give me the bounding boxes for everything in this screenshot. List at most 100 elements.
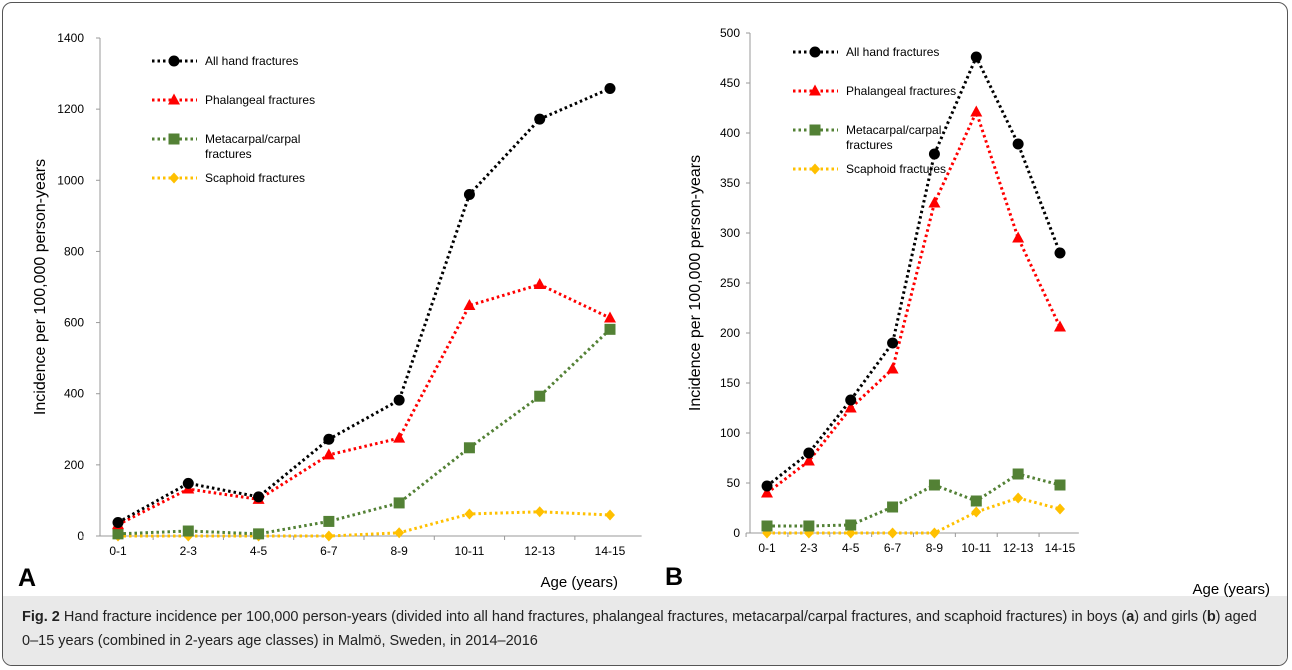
data-point-circle-a xyxy=(323,433,335,445)
x-tick-label-b: 14-15 xyxy=(1045,541,1076,555)
legend-label-line-a: Metacarpal/carpal xyxy=(205,132,300,146)
caption-text-2: ) and girls ( xyxy=(1134,609,1207,625)
data-point-triangle-a xyxy=(322,448,335,460)
y-tick-label-b: 250 xyxy=(720,276,740,290)
legend-marker-triangle-b xyxy=(809,84,821,96)
legend-label-circle-a: All hand fractures xyxy=(205,54,298,68)
legend-label-line-a: fractures xyxy=(205,147,252,161)
legend-label-square-b: Metacarpal/carpal fractures xyxy=(846,123,941,152)
data-point-triangle-b xyxy=(928,196,941,208)
data-point-circle-b xyxy=(761,480,773,492)
legend-marker-square-a xyxy=(168,133,180,145)
legend-marker-circle-a xyxy=(168,55,180,67)
series-line-triangle-a xyxy=(117,282,611,526)
figure-caption: Fig. 2 Hand fracture incidence per 100,0… xyxy=(22,605,1272,653)
data-point-triangle-b xyxy=(761,486,773,498)
y-tick-label-a: 800 xyxy=(64,244,84,258)
data-point-square-b xyxy=(1054,479,1066,491)
y-tick-label-b: 50 xyxy=(727,476,741,490)
y-tick-label-b: 0 xyxy=(733,526,740,540)
legend-label-line-b: fractures xyxy=(846,138,893,152)
x-tick-label-b: 6-7 xyxy=(884,541,902,555)
legend-label-circle-b: All hand fractures xyxy=(846,45,939,59)
data-point-diamond-b xyxy=(929,527,940,539)
data-point-square-a xyxy=(323,515,335,527)
x-tick-label-a: 6-7 xyxy=(320,544,338,558)
legend-label-triangle-a: Phalangeal fractures xyxy=(205,93,315,107)
x-axis-label-a: Age (years) xyxy=(540,574,618,591)
y-tick-label-a: 1000 xyxy=(57,173,84,187)
y-axis-label-b: Incidence per 100,000 person-years xyxy=(687,155,704,411)
data-point-circle-b xyxy=(845,394,857,406)
data-point-diamond-a xyxy=(394,527,405,539)
data-point-circle-a xyxy=(393,394,405,406)
panel-label-b: B xyxy=(665,563,683,591)
panel-label-a: A xyxy=(18,564,36,592)
y-tick-label-b: 350 xyxy=(720,176,740,190)
legend-label-square-a: Metacarpal/carpal fractures xyxy=(205,132,300,161)
y-tick-label-a: 400 xyxy=(64,387,84,401)
legend-marker-circle-b xyxy=(809,46,821,58)
legend-marker-diamond-b xyxy=(810,163,820,175)
x-tick-label-a: 14-15 xyxy=(595,544,626,558)
legend-marker-triangle-a xyxy=(168,93,180,105)
y-tick-label-a: 1400 xyxy=(57,31,84,45)
data-point-square-a xyxy=(534,390,546,402)
caption-panel-a: a xyxy=(1126,609,1135,625)
data-point-triangle-b xyxy=(844,401,857,413)
data-point-square-a xyxy=(393,497,405,509)
data-point-circle-a xyxy=(253,491,265,503)
series-line-square-a xyxy=(117,328,612,536)
legend-marker-square-b xyxy=(809,124,821,136)
y-tick-label-b: 100 xyxy=(720,426,740,440)
x-tick-label-a: 0-1 xyxy=(109,544,127,558)
y-tick-label-b: 200 xyxy=(720,326,740,340)
data-point-circle-b xyxy=(803,447,815,459)
y-tick-label-b: 300 xyxy=(720,226,740,240)
data-point-triangle-b xyxy=(886,362,899,374)
data-point-square-b xyxy=(887,501,899,513)
data-point-diamond-b xyxy=(1055,503,1065,515)
data-point-diamond-a xyxy=(534,506,545,518)
data-point-square-a xyxy=(182,525,194,537)
legend-label-diamond-b: Scaphoid fractures xyxy=(846,162,946,176)
x-tick-label-b: 12-13 xyxy=(1003,541,1034,555)
caption-label: Fig. 2 xyxy=(22,609,60,625)
chart-panel-b: 0 50 100 150 200 250 300 350 400 450 500 0-1 2-3 4-5 6… xyxy=(665,26,1270,598)
data-point-diamond-a xyxy=(464,508,475,520)
y-tick-label-b: 400 xyxy=(720,126,740,140)
data-point-circle-a xyxy=(534,113,546,125)
x-tick-label-b: 10-11 xyxy=(961,541,991,555)
y-tick-label-b: 500 xyxy=(720,26,740,40)
x-tick-label-b: 2-3 xyxy=(800,541,818,555)
data-point-circle-b xyxy=(1054,247,1066,259)
data-point-diamond-b xyxy=(887,527,898,539)
data-point-square-b xyxy=(761,520,773,532)
data-point-square-a xyxy=(463,442,475,454)
data-point-square-a xyxy=(604,323,616,335)
data-point-square-b xyxy=(845,519,857,531)
data-point-triangle-b xyxy=(1012,231,1025,243)
x-tick-label-a: 4-5 xyxy=(250,544,268,558)
data-point-circle-a xyxy=(182,477,194,489)
y-tick-label-a: 1200 xyxy=(57,102,84,116)
y-tick-label-a: 200 xyxy=(64,458,84,472)
data-point-circle-b xyxy=(887,337,899,349)
data-point-square-a xyxy=(112,528,124,540)
data-point-circle-b xyxy=(1012,138,1024,150)
data-point-triangle-a xyxy=(604,311,616,323)
x-tick-label-a: 10-11 xyxy=(455,544,485,558)
data-point-triangle-b xyxy=(802,454,815,466)
data-point-square-b xyxy=(970,495,982,507)
legend-label-diamond-a: Scaphoid fractures xyxy=(205,171,305,185)
legend-label-triangle-b: Phalangeal fractures xyxy=(846,84,956,98)
data-point-triangle-b xyxy=(1054,320,1066,332)
series-line-circle-a xyxy=(117,87,611,524)
data-point-diamond-b xyxy=(1013,492,1024,504)
data-point-circle-a xyxy=(463,189,475,201)
y-axis-label-a: Incidence per 100,000 person-years xyxy=(32,159,49,415)
data-point-triangle-a xyxy=(533,278,546,290)
data-point-square-b xyxy=(803,520,815,532)
